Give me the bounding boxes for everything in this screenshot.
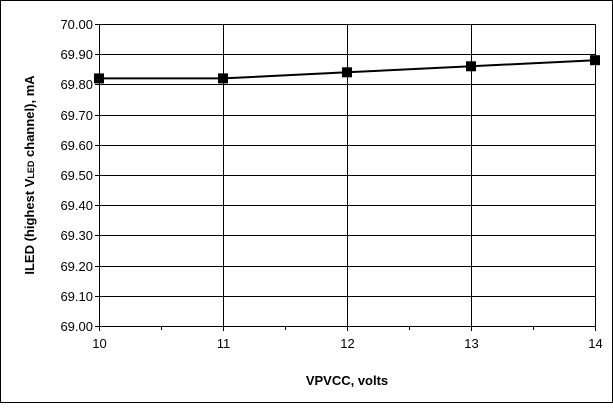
y-tick-label: 69.90: [60, 47, 93, 62]
y-tick-label: 69.80: [60, 77, 93, 92]
data-point-marker: [590, 55, 600, 66]
y-tick-label: 69.50: [60, 168, 93, 183]
y-axis-ticks: 69.00 69.10 69.20 69.30 69.40 69.50 69.60 69.70…: [60, 17, 99, 334]
x-tick-label: 14: [588, 336, 602, 351]
x-tick-label: 11: [217, 336, 231, 351]
x-tick-label: 12: [340, 336, 354, 351]
x-axis-title: VPVCC, volts: [306, 373, 388, 388]
y-axis-title-main: ILED (highest V: [22, 178, 37, 274]
y-tick-label: 69.30: [60, 228, 93, 243]
data-point-marker: [466, 61, 476, 72]
y-tick-label: 69.40: [60, 198, 93, 213]
y-tick-label: 69.00: [60, 319, 93, 334]
x-tick-label: 10: [92, 336, 106, 351]
y-tick-label: 69.70: [60, 108, 93, 123]
x-tick-label: 13: [464, 336, 478, 351]
y-tick-label: 69.20: [60, 259, 93, 274]
y-axis-title: ILED (highest VLED channel), mA: [22, 75, 37, 275]
y-tick-label: 70.00: [60, 17, 93, 32]
series-group: [94, 55, 600, 84]
data-point-marker: [218, 73, 228, 84]
x-axis-ticks: 10 11 12 13 14: [92, 326, 603, 351]
y-tick-label: 69.60: [60, 138, 93, 153]
y-axis-title-subscript: LED: [26, 160, 36, 179]
y-axis-title-suffix: channel), mA: [22, 75, 37, 161]
y-tick-label: 69.10: [60, 289, 93, 304]
data-point-marker: [94, 73, 104, 84]
data-point-marker: [342, 67, 352, 78]
